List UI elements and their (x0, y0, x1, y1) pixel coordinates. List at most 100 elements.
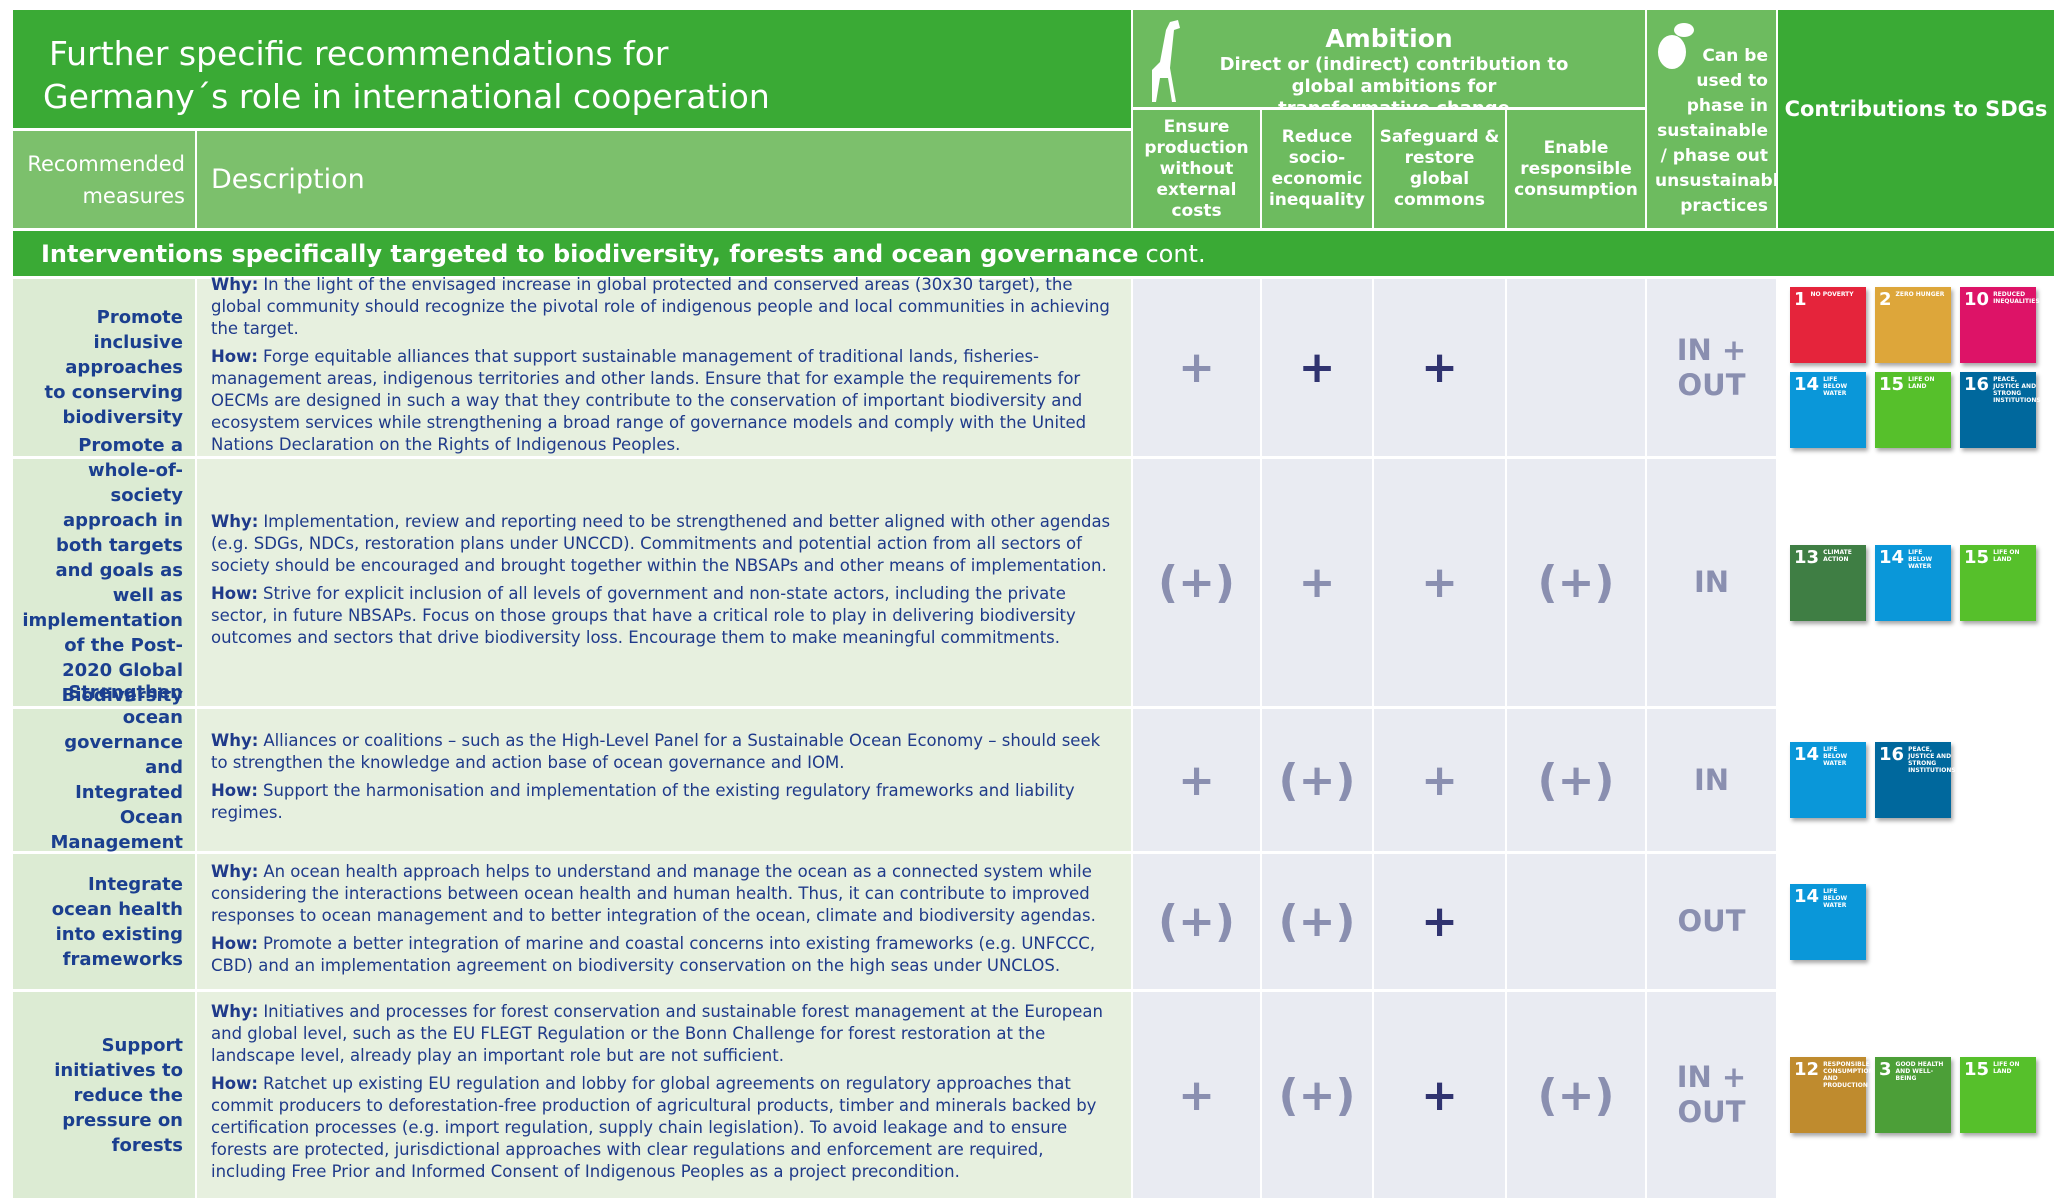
rating-cell: + (1374, 854, 1507, 992)
why-text: An ocean health approach helps to unders… (211, 861, 1096, 925)
sdg-label: GOOD HEALTH AND WELL-BEING (1895, 1061, 1944, 1082)
measure: Integrate ocean health into existing fra… (13, 854, 197, 992)
how-text: Forge equitable alliances that support s… (211, 346, 1087, 454)
description: Why: Initiatives and processes for forest… (197, 992, 1133, 1201)
sdg-tile: 13 CLIMATE ACTION (1790, 544, 1866, 621)
how-paragraph: How: Promote a better integration of mari… (211, 933, 1117, 977)
rating: + (1298, 557, 1336, 608)
sdg-tile: 1 NO POVERTY (1790, 287, 1866, 363)
description: Why: An ocean health approach helps to un… (197, 854, 1133, 992)
sdg-tile: 14 LIFE BELOW WATER (1790, 742, 1866, 818)
how-label: How: (211, 933, 258, 953)
why-paragraph: Why: Implementation, review and reporting… (211, 511, 1117, 577)
rating-cell: (+) (1262, 709, 1374, 854)
sdg-tile: 16 PEACE, JUSTICE AND STRONG INSTITUTIONS (1960, 372, 2041, 448)
rating-cell: + (1133, 279, 1262, 459)
why-text: Initiatives and processes for forest con… (211, 1002, 1103, 1065)
rating-cell: (+) (1507, 459, 1647, 709)
why-text: Alliances or coalitions – such as the Hi… (211, 731, 1101, 772)
rating-cell: + (1262, 459, 1374, 709)
description: Why: In the light of the envisaged increa… (197, 275, 1133, 459)
sdg-tile: 15 LIFE ON LAND (1875, 372, 1951, 448)
sdg-tile: 15 LIFE ON LAND (1960, 1057, 2036, 1133)
sdg-tile: 3 GOOD HEALTH AND WELL-BEING (1875, 1057, 1951, 1133)
rating-cell: (+) (1262, 854, 1374, 992)
sdg-cell: 12 RESPONSIBLE CONSUMPTION AND PRODUCTION… (1778, 992, 2054, 1201)
why-label: Why: (211, 274, 259, 294)
how-text: Support the harmonisation and implementa… (211, 781, 1075, 822)
why-paragraph: Why: An ocean health approach helps to un… (211, 861, 1117, 927)
rating-cell: + (1374, 459, 1507, 709)
rating: (+) (1537, 754, 1615, 806)
rating: (+) (1537, 557, 1615, 608)
sdg-label: PEACE, JUSTICE AND STRONG INSTITUTIONS (1908, 746, 1956, 774)
sdg-label: LIFE ON LAND (1993, 548, 2020, 563)
sdg-number: 13 (1794, 546, 1820, 568)
rating-cell: + (1374, 992, 1507, 1201)
measure: Promote inclusive approaches to conservi… (13, 279, 197, 459)
sdg-number: 2 (1879, 289, 1892, 310)
sdg-cell: 13 CLIMATE ACTION 14 LIFE BELOW WATER 15 LIFE… (1778, 459, 2054, 709)
sdg-label: NO POVERTY (1810, 291, 1854, 298)
rating-cell: (+) (1507, 992, 1647, 1201)
sdg-tile: 15 LIFE ON LAND (1960, 544, 2036, 621)
bee-icon (1658, 23, 1694, 69)
sdg-number: 14 (1794, 374, 1820, 395)
why-paragraph: Why: Alliances or coalitions – such as th… (211, 730, 1117, 774)
sdg-label: RESPONSIBLE CONSUMPTION AND PRODUCTION (1823, 1061, 1874, 1089)
sdg-label: LIFE BELOW WATER (1823, 376, 1848, 397)
measures-header: Recommended measures (13, 131, 197, 231)
rating-cell: (+) (1262, 992, 1374, 1201)
rating: (+) (1157, 896, 1236, 947)
measure: Support initiatives to reduce the pressu… (13, 992, 197, 1201)
sdg-label: LIFE BELOW WATER (1823, 887, 1848, 909)
sdg-tile: 2 ZERO HUNGER (1875, 287, 1951, 363)
rating: (+) (1278, 754, 1356, 806)
sdg-number: 14 (1879, 546, 1905, 568)
sdg-label: LIFE ON LAND (1908, 376, 1935, 390)
rating: (+) (1278, 1069, 1356, 1121)
why-text: In the light of the envisaged increase i… (211, 274, 1110, 338)
sdg-number: 15 (1879, 374, 1905, 395)
rating: + (1421, 342, 1458, 393)
how-text: Strive for explicit inclusion of all lev… (211, 583, 1076, 647)
sdg-number: 1 (1794, 289, 1807, 310)
sdg-number: 3 (1879, 1059, 1892, 1080)
why-label: Why: (211, 511, 259, 531)
rating: + (1298, 342, 1336, 393)
how-label: How: (211, 1074, 258, 1093)
rating-cell: (+) (1133, 854, 1262, 992)
section-band: Interventions specifically targeted to b… (13, 231, 2054, 279)
title: Germany´s role in international cooperat… (43, 77, 770, 116)
sdg-tile: 14 LIFE BELOW WATER (1790, 883, 1866, 960)
sdg-number: 16 (1879, 744, 1905, 765)
measure: Strengthen ocean governance and Integrat… (13, 682, 197, 878)
sdg-tile: 14 LIFE BELOW WATER (1875, 544, 1951, 621)
ambition-column-header: Enable responsible consumption (1507, 110, 1647, 231)
why-paragraph: Why: In the light of the envisaged increa… (211, 274, 1117, 340)
title-cell: Further specific recommendations for Ger… (13, 10, 1133, 131)
why-label: Why: (211, 1002, 259, 1021)
rating: + (1178, 1069, 1215, 1121)
how-text: Ratchet up existing EU regulation and lo… (211, 1074, 1097, 1181)
sdg-label: CLIMATE ACTION (1823, 548, 1852, 563)
how-label: How: (211, 583, 258, 603)
sdg-number: 16 (1964, 374, 1990, 395)
sdg-tiles: 12 RESPONSIBLE CONSUMPTION AND PRODUCTION… (1790, 1057, 2050, 1133)
sdg-tile: 12 RESPONSIBLE CONSUMPTION AND PRODUCTION (1790, 1057, 1874, 1133)
measure: Promote a whole-of-society approach in b… (13, 435, 197, 731)
description: Why: Alliances or coalitions – such as th… (197, 709, 1133, 854)
sdg-number: 10 (1964, 289, 1990, 310)
section-title: Interventions specifically targeted to b… (41, 239, 1139, 268)
sdg-number: 14 (1794, 744, 1820, 765)
rating-cell: + (1374, 279, 1507, 459)
how-paragraph: How: Strive for explicit inclusion of all… (211, 583, 1117, 649)
giraffe-icon (1152, 20, 1180, 102)
rating-cell (1507, 279, 1647, 459)
ambition-column-header: Reduce socio-economic inequality (1262, 110, 1374, 231)
sdg-tile: 10 REDUCED INEQUALITIES (1960, 287, 2040, 363)
sdg-label: REDUCED INEQUALITIES (1993, 291, 2040, 305)
rating: + (1421, 896, 1458, 947)
sdg-tiles: 13 CLIMATE ACTION 14 LIFE BELOW WATER 15 LIFE… (1790, 544, 2050, 621)
